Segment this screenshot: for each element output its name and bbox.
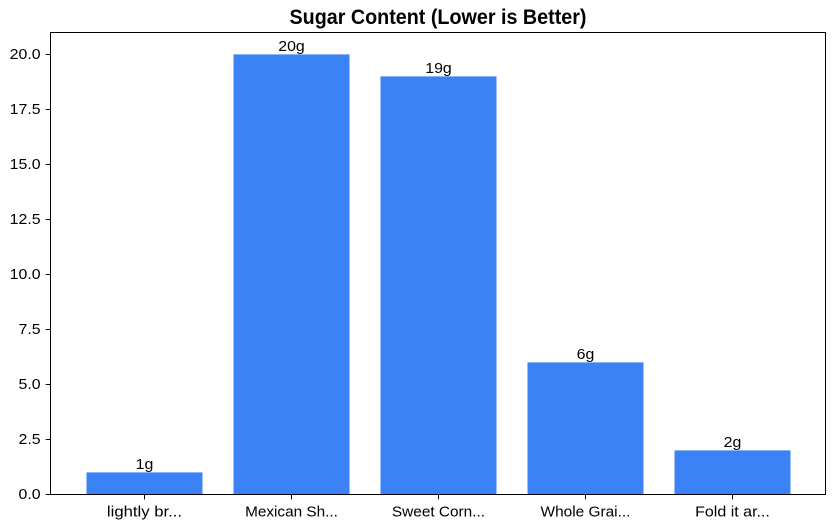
- svg-text:2g: 2g: [724, 435, 742, 451]
- svg-text:Mexican Sh...: Mexican Sh...: [245, 505, 338, 521]
- svg-text:12.5: 12.5: [10, 212, 41, 228]
- svg-text:17.5: 17.5: [10, 102, 41, 118]
- svg-text:Whole Grai...: Whole Grai...: [541, 505, 631, 521]
- svg-text:10.0: 10.0: [10, 267, 41, 283]
- svg-text:5.0: 5.0: [19, 377, 41, 393]
- svg-text:Sweet Corn...: Sweet Corn...: [392, 505, 485, 521]
- svg-text:2.5: 2.5: [19, 432, 41, 448]
- svg-text:Fold it ar...: Fold it ar...: [695, 505, 770, 521]
- svg-text:1g: 1g: [136, 457, 154, 473]
- svg-text:Sugar Content (Lower is Better: Sugar Content (Lower is Better): [290, 6, 587, 29]
- svg-text:lightly br...: lightly br...: [107, 505, 182, 521]
- svg-text:15.0: 15.0: [10, 157, 41, 173]
- svg-text:20.0: 20.0: [10, 47, 41, 63]
- svg-text:19g: 19g: [425, 61, 452, 77]
- svg-text:20g: 20g: [278, 39, 305, 55]
- svg-text:7.5: 7.5: [19, 322, 41, 338]
- svg-text:6g: 6g: [577, 347, 595, 363]
- svg-text:0.0: 0.0: [19, 487, 41, 503]
